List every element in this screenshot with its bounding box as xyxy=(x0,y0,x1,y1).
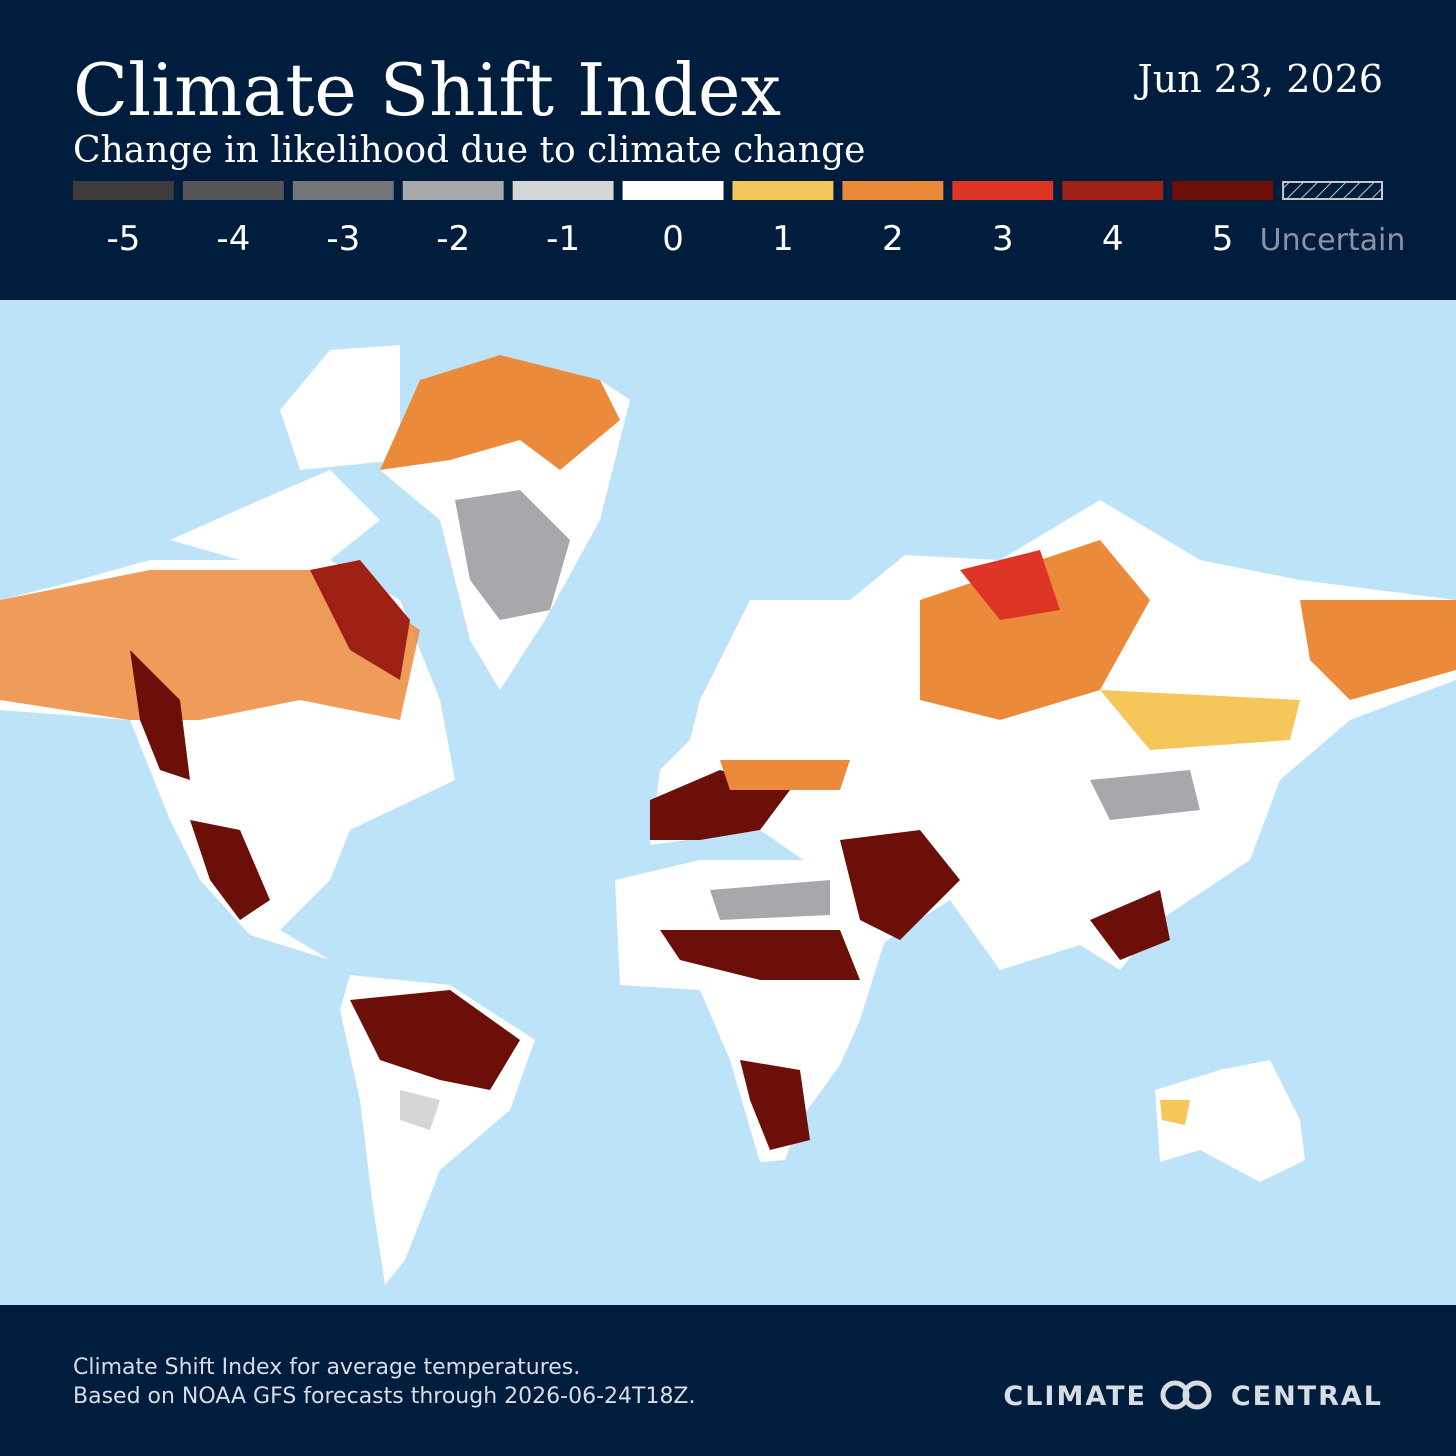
title: Climate Shift Index xyxy=(73,48,781,132)
footer-bg xyxy=(0,1305,1456,1456)
legend-swatch xyxy=(402,181,504,200)
anomaly-shading xyxy=(0,355,1456,1150)
legend-label: -3 xyxy=(326,219,360,259)
logo-icon xyxy=(1160,1380,1212,1410)
legend-label: -2 xyxy=(436,219,470,259)
legend-label: 4 xyxy=(1102,219,1124,259)
legend-swatch xyxy=(182,181,284,200)
legend-label: 3 xyxy=(992,219,1014,259)
legend-label: 1 xyxy=(772,219,794,259)
legend-label: -5 xyxy=(107,219,141,259)
legend-label: 0 xyxy=(662,219,684,259)
legend-swatch xyxy=(73,181,174,200)
legend-swatch xyxy=(842,181,944,200)
legend-swatch xyxy=(622,181,724,200)
legend-swatch xyxy=(732,181,834,200)
map xyxy=(0,300,1456,1305)
subtitle: Change in likelihood due to climate chan… xyxy=(73,130,865,171)
legend-swatch-uncertain xyxy=(1282,181,1384,200)
date: Jun 23, 2026 xyxy=(1134,57,1383,101)
legend-label: Uncertain xyxy=(1260,223,1406,258)
legend-label: -1 xyxy=(546,219,580,259)
legend-swatch xyxy=(1062,181,1164,200)
legend-label: -4 xyxy=(216,219,250,259)
header-bg xyxy=(0,0,1456,300)
legend-swatch xyxy=(952,181,1054,200)
footer-line: Climate Shift Index for average temperat… xyxy=(73,1355,580,1380)
legend: -5 -4 -3 -2 -1 0 1 2 3 4 5 Uncertain xyxy=(73,181,1405,259)
legend-label: 2 xyxy=(882,219,904,259)
logo-text: CENTRAL xyxy=(1231,1381,1383,1412)
legend-label: 5 xyxy=(1212,219,1234,259)
legend-swatch xyxy=(512,181,614,200)
legend-swatch xyxy=(1172,181,1274,200)
legend-swatch xyxy=(292,181,394,200)
footer-line: Based on NOAA GFS forecasts through 2026… xyxy=(73,1384,696,1409)
logo-text: CLIMATE xyxy=(1003,1381,1147,1412)
